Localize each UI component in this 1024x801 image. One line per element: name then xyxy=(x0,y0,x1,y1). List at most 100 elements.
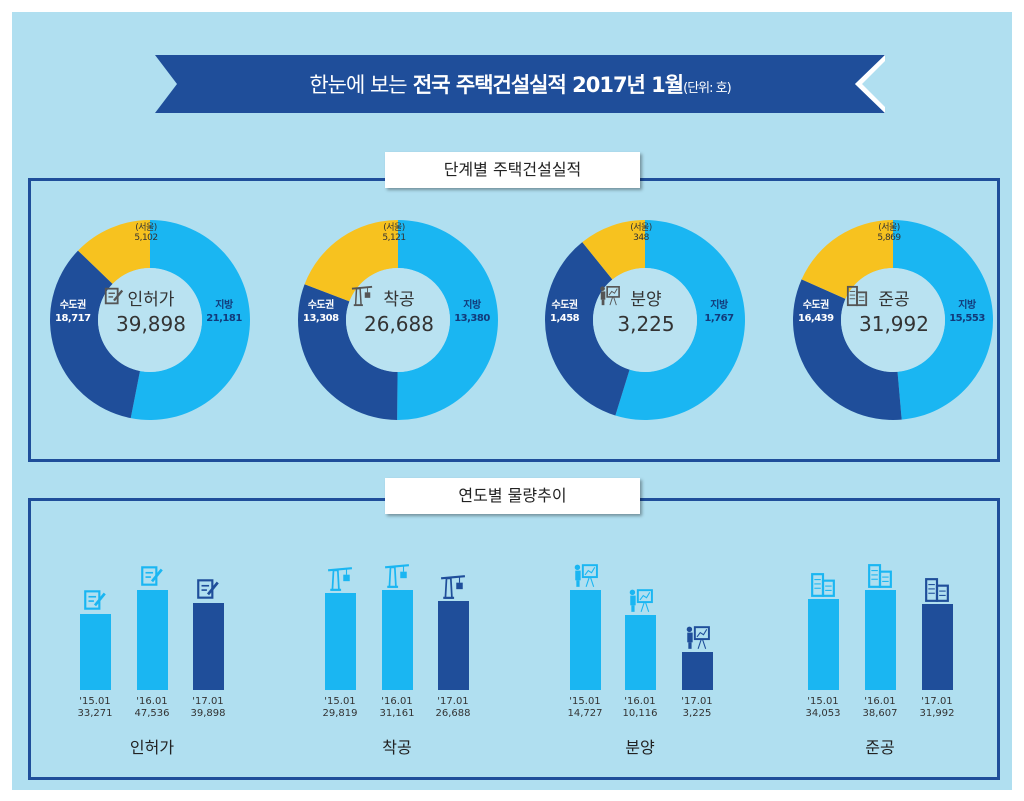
stage-total: 26,688 xyxy=(364,312,434,336)
title-main: 전국 주택건설실적 2017년 1월 xyxy=(412,73,684,97)
slice-seoul xyxy=(582,220,645,280)
seoul-label: (서울) 348 xyxy=(630,223,652,243)
bar-category: '17.01 xyxy=(437,696,469,707)
bar-value: 10,116 xyxy=(622,708,658,719)
local-label: 지방 1,767 xyxy=(704,300,734,324)
building-icon xyxy=(811,573,835,598)
slice-metro xyxy=(545,242,630,416)
bar xyxy=(438,601,469,690)
bar-category: '15.01 xyxy=(569,696,601,707)
bar-icon xyxy=(195,576,221,606)
page-title: 한눈에 보는 전국 주택건설실적 2017년 1월(단위: 호) xyxy=(155,69,885,99)
document-pen-icon xyxy=(141,566,163,586)
bar xyxy=(625,615,656,690)
title-prefix: 한눈에 보는 xyxy=(309,73,407,97)
document-pen-icon xyxy=(84,590,106,610)
bar xyxy=(682,652,713,690)
stage-total: 3,225 xyxy=(617,312,675,336)
seoul-label: (서울) 5,869 xyxy=(877,223,901,243)
local-label: 지방 13,380 xyxy=(454,300,490,324)
local-label: 지방 15,553 xyxy=(949,300,985,324)
bar-group-title: 착공 xyxy=(382,738,412,757)
stage-name: 인허가 xyxy=(127,290,175,310)
document-pen-icon xyxy=(104,287,124,305)
bar-value: 39,898 xyxy=(190,708,226,719)
bar-icon xyxy=(327,566,353,596)
bar-value: 34,053 xyxy=(805,708,841,719)
bar-value: 33,271 xyxy=(77,708,113,719)
bar xyxy=(80,614,111,690)
bar-label: '17.01 31,992 xyxy=(907,696,967,720)
bar-category: '17.01 xyxy=(192,696,224,707)
presentation-icon xyxy=(629,589,653,613)
bar-value: 3,225 xyxy=(682,708,712,719)
building-icon xyxy=(868,564,892,588)
building-icon xyxy=(846,285,868,307)
bar xyxy=(137,590,168,690)
slice-seoul xyxy=(78,220,150,284)
bar-group-title: 인허가 xyxy=(129,738,175,757)
bar-label: '17.01 3,225 xyxy=(667,696,727,720)
bar-label: '15.01 14,727 xyxy=(555,696,615,720)
slice-local xyxy=(615,220,745,420)
slice-local xyxy=(893,220,993,420)
bar-value: 29,819 xyxy=(322,708,358,719)
bar-icon xyxy=(82,587,108,617)
bar-label: '16.01 10,116 xyxy=(610,696,670,720)
donut-2: 수도권 13,308 지방 13,380 (서울) 5,121 착공 26,688 xyxy=(293,215,503,425)
bar-label: '15.01 34,053 xyxy=(793,696,853,720)
bar-icon xyxy=(572,563,598,593)
bar-icon xyxy=(867,563,893,593)
presentation-icon xyxy=(600,286,620,306)
bar-group-title: 준공 xyxy=(865,738,895,757)
bar-label: '16.01 38,607 xyxy=(850,696,910,720)
stage-name: 분양 xyxy=(630,290,662,310)
building-icon xyxy=(925,577,949,602)
stage-total: 31,992 xyxy=(859,312,929,336)
bar-icon xyxy=(924,577,950,607)
slice-seoul xyxy=(304,220,398,302)
slice-local xyxy=(397,220,498,420)
ribbon-shape xyxy=(155,55,885,113)
bar-category: '16.01 xyxy=(381,696,413,707)
donut-center: 착공 26,688 xyxy=(351,285,447,336)
donut-4: 수도권 16,439 지방 15,553 (서울) 5,869 준공 31,992 xyxy=(788,215,998,425)
metro-label: 수도권 1,458 xyxy=(550,300,580,324)
bar-label: '17.01 26,688 xyxy=(423,696,483,720)
bar-value: 31,992 xyxy=(919,708,955,719)
bar-category: '16.01 xyxy=(624,696,656,707)
bar-category: '16.01 xyxy=(136,696,168,707)
bar xyxy=(922,603,953,690)
bar xyxy=(325,593,356,690)
bar-label: '16.01 31,161 xyxy=(367,696,427,720)
crane-icon xyxy=(327,567,353,592)
bar xyxy=(570,590,601,690)
bar-value: 31,161 xyxy=(379,708,415,719)
bar-group-title: 분양 xyxy=(625,738,655,757)
title-banner: 한눈에 보는 전국 주택건설실적 2017년 1월(단위: 호) xyxy=(155,55,885,113)
stage-total: 39,898 xyxy=(116,312,186,336)
slice-metro xyxy=(50,250,140,419)
title-unit: (단위: 호) xyxy=(683,81,732,96)
bar-category: '17.01 xyxy=(921,696,953,707)
bar-label: '17.01 39,898 xyxy=(178,696,238,720)
metro-label: 수도권 18,717 xyxy=(55,300,91,324)
stage-name: 준공 xyxy=(878,290,910,310)
bar-category: '15.01 xyxy=(324,696,356,707)
bar-icon xyxy=(440,574,466,604)
slice-metro xyxy=(298,284,398,420)
donut-3: 수도권 1,458 지방 1,767 (서울) 348 분양 3,225 xyxy=(540,215,750,425)
crane-icon xyxy=(440,575,466,600)
bar xyxy=(193,602,224,690)
metro-label: 수도권 13,308 xyxy=(303,300,339,324)
donut-1: 수도권 18,717 지방 21,181 (서울) 5,102 인허가 39,898 xyxy=(45,215,255,425)
bar xyxy=(865,590,896,690)
local-label: 지방 21,181 xyxy=(206,300,242,324)
bar-icon xyxy=(384,563,410,593)
donut-center: 준공 31,992 xyxy=(846,285,942,336)
seoul-label: (서울) 5,121 xyxy=(382,223,406,243)
metro-label: 수도권 16,439 xyxy=(798,300,834,324)
bar-icon xyxy=(810,572,836,602)
document-pen-icon xyxy=(197,579,219,599)
bar-label: '15.01 29,819 xyxy=(310,696,370,720)
